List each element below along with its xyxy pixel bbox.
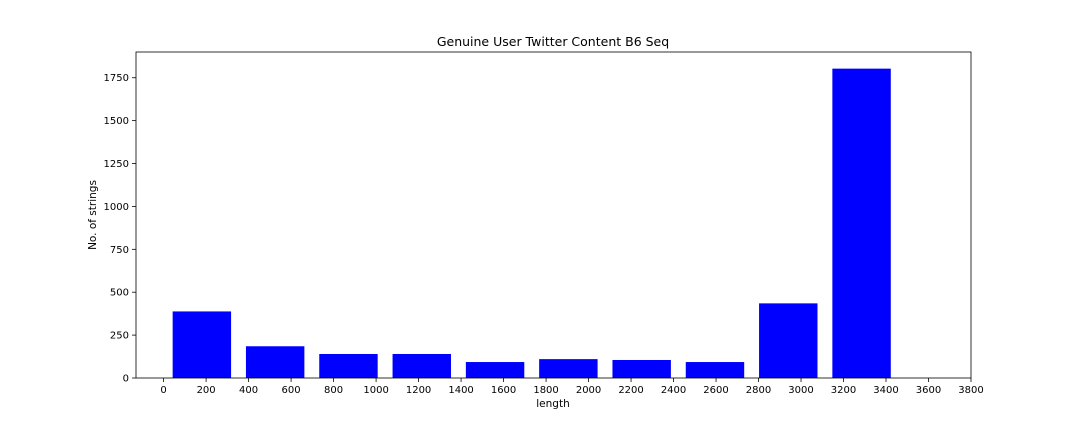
x-tick-label-14: 2800 <box>746 385 771 396</box>
bar-7 <box>685 362 745 378</box>
y-axis-label: No. of strings <box>87 180 99 250</box>
x-axis-label: length <box>536 398 569 410</box>
chart-title: Genuine User Twitter Content B6 Seq <box>437 34 669 49</box>
x-tick-label-15: 3000 <box>788 385 813 396</box>
bar-3 <box>392 353 451 378</box>
x-tick-label-6: 1200 <box>406 385 431 396</box>
bars <box>172 68 891 378</box>
x-tick-label-4: 800 <box>324 385 343 396</box>
x-tick-label-7: 1400 <box>448 385 473 396</box>
bar-0 <box>172 311 232 378</box>
x-tick-label-3: 600 <box>282 385 301 396</box>
x-tick-label-11: 2200 <box>618 385 643 396</box>
x-tick-label-8: 1600 <box>491 385 516 396</box>
plot-frame <box>135 51 972 379</box>
bar-1 <box>245 346 305 378</box>
y-tick-label-0: 0 <box>123 374 129 385</box>
y-tick-label-5: 1250 <box>104 159 129 170</box>
x-tick-label-0: 0 <box>160 385 166 396</box>
x-axis-ticks: 0 200 400 600 800 1000 1200 1400 1600 1800 2000 220… <box>160 378 984 396</box>
x-tick-label-1: 200 <box>197 385 216 396</box>
x-tick-label-5: 1000 <box>363 385 388 396</box>
y-axis-ticks: 0 250 500 750 1000 1250 1500 1750 <box>104 73 136 385</box>
x-tick-label-16: 3200 <box>831 385 856 396</box>
bar-8 <box>759 303 818 378</box>
bar-9 <box>832 68 891 378</box>
x-tick-label-2: 400 <box>239 385 258 396</box>
bar-5 <box>539 359 598 378</box>
bar-6 <box>612 359 671 378</box>
y-tick-label-4: 1000 <box>104 202 129 213</box>
y-tick-label-1: 250 <box>110 331 129 342</box>
x-tick-label-10: 2000 <box>576 385 601 396</box>
y-tick-label-2: 500 <box>110 288 129 299</box>
y-tick-label-7: 1750 <box>104 73 129 84</box>
y-tick-label-6: 1500 <box>104 116 129 127</box>
x-tick-label-19: 3800 <box>958 385 983 396</box>
bar-4 <box>465 362 525 378</box>
x-tick-label-12: 2400 <box>661 385 686 396</box>
bar-2 <box>319 353 378 378</box>
x-tick-label-18: 3600 <box>916 385 941 396</box>
y-tick-label-3: 750 <box>110 245 129 256</box>
x-tick-label-9: 1800 <box>533 385 558 396</box>
x-tick-label-17: 3400 <box>873 385 898 396</box>
x-tick-label-13: 2600 <box>703 385 728 396</box>
